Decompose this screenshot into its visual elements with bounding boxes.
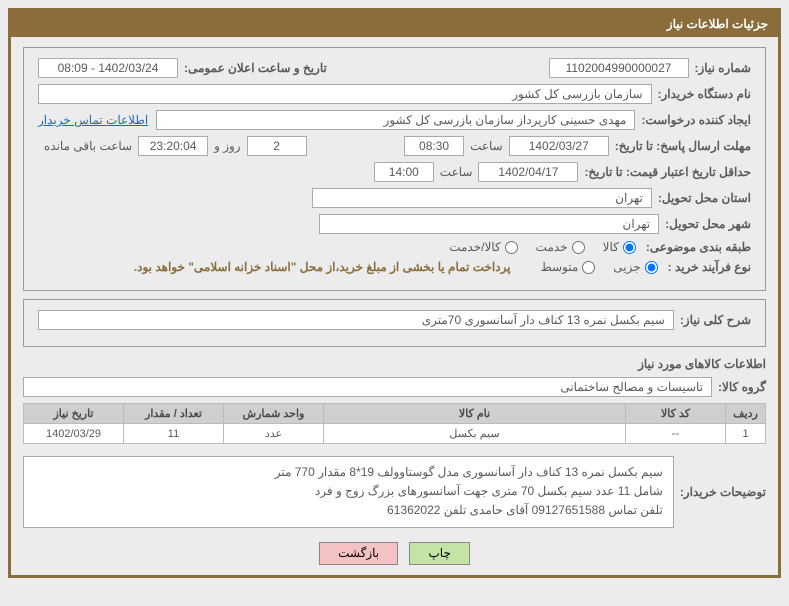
city-label: شهر محل تحویل: [665,217,751,231]
table-header-row: ردیف کد کالا نام کالا واحد شمارش تعداد /… [24,404,766,424]
th-row: ردیف [726,404,766,424]
hour-label-2: ساعت [440,165,473,179]
payment-note: پرداخت تمام یا بخشی از مبلغ خرید،از محل … [134,260,511,274]
radio-medium-input[interactable] [582,261,595,274]
days-value: 2 [247,136,307,156]
row-province: استان محل تحویل: تهران [38,188,751,208]
back-button[interactable]: بازگشت [319,542,398,565]
main-panel: جزئیات اطلاعات نیاز شماره نیاز: 11020049… [8,8,781,578]
summary-box: شرح کلی نیاز: سیم بکسل نمره 13 کناف دار … [23,299,766,347]
announce-label: تاریخ و ساعت اعلان عمومی: [184,61,327,75]
radio-service[interactable]: خدمت [536,240,585,254]
td-unit: عدد [224,424,324,444]
th-code: کد کالا [626,404,726,424]
reply-deadline-label: مهلت ارسال پاسخ: تا تاریخ: [615,139,751,153]
td-date: 1402/03/29 [24,424,124,444]
buyer-desc-line2: شامل 11 عدد سیم بکسل 70 متری جهت آسانسور… [34,482,663,501]
radio-service-input[interactable] [572,241,585,254]
group-label: گروه کالا: [718,380,766,394]
category-label: طبقه بندی موضوعی: [646,240,751,254]
reply-time-value: 08:30 [404,136,464,156]
process-label: نوع فرآیند خرید : [668,260,751,274]
price-valid-label: حداقل تاریخ اعتبار قیمت: تا تاریخ: [584,165,751,179]
td-idx: 1 [726,424,766,444]
row-group: گروه کالا: تاسیسات و مصالح ساختمانی [23,377,766,397]
td-qty: 11 [124,424,224,444]
group-value: تاسیسات و مصالح ساختمانی [23,377,712,397]
summary-label: شرح کلی نیاز: [680,313,751,327]
buyer-org-label: نام دستگاه خریدار: [658,87,752,101]
radio-partial[interactable]: جزیی [613,260,657,274]
reply-date-value: 1402/03/27 [509,136,609,156]
announce-value: 1402/03/24 - 08:09 [38,58,178,78]
td-code: -- [626,424,726,444]
panel-header: جزئیات اطلاعات نیاز [11,11,778,37]
goods-table: ردیف کد کالا نام کالا واحد شمارش تعداد /… [23,403,766,444]
radio-goods-service-input[interactable] [505,241,518,254]
buyer-desc-label: توضیحات خریدار: [680,485,766,499]
row-buyer-org: نام دستگاه خریدار: سازمان بازرسی کل کشور [38,84,751,104]
row-need-no: شماره نیاز: 1102004990000027 تاریخ و ساع… [38,58,751,78]
need-no-label: شماره نیاز: [695,61,751,75]
radio-goods-service[interactable]: کالا/خدمت [449,240,517,254]
row-summary: شرح کلی نیاز: سیم بکسل نمره 13 کناف دار … [38,310,751,330]
row-requester: ایجاد کننده درخواست: مهدی حسینی کارپرداز… [38,110,751,130]
province-label: استان محل تحویل: [658,191,751,205]
radio-goods-input[interactable] [623,241,636,254]
th-date: تاریخ نیاز [24,404,124,424]
province-value: تهران [312,188,652,208]
panel-title: جزئیات اطلاعات نیاز [667,17,768,31]
td-name: سیم بکسل [324,424,626,444]
price-valid-date: 1402/04/17 [478,162,578,182]
buyer-desc-line1: سیم بکسل نمره 13 کناف دار آسانسوری مدل گ… [34,463,663,482]
th-qty: تعداد / مقدار [124,404,224,424]
buyer-desc-box: سیم بکسل نمره 13 کناف دار آسانسوری مدل گ… [23,456,674,528]
buyer-org-value: سازمان بازرسی کل کشور [38,84,652,104]
row-reply-deadline: مهلت ارسال پاسخ: تا تاریخ: 1402/03/27 سا… [38,136,751,156]
hour-label-1: ساعت [470,139,503,153]
radio-medium[interactable]: متوسط [541,260,596,274]
radio-partial-input[interactable] [645,261,658,274]
row-price-valid: حداقل تاریخ اعتبار قیمت: تا تاریخ: 1402/… [38,162,751,182]
button-bar: چاپ بازگشت [23,542,766,565]
buyer-contact-link[interactable]: اطلاعات تماس خریدار [38,113,148,127]
remain-time-value: 23:20:04 [138,136,208,156]
row-process: نوع فرآیند خرید : جزیی متوسط پرداخت تمام… [38,260,751,274]
table-row: 1 -- سیم بکسل عدد 11 1402/03/29 [24,424,766,444]
city-value: تهران [319,214,659,234]
buyer-desc-line3: تلفن تماس 09127651588 آقای حامدی تلفن 61… [34,501,663,520]
th-unit: واحد شمارش [224,404,324,424]
remain-suffix: ساعت باقی مانده [44,139,132,153]
days-and-label: روز و [214,139,241,153]
th-name: نام کالا [324,404,626,424]
panel-content: شماره نیاز: 1102004990000027 تاریخ و ساع… [11,37,778,575]
summary-value: سیم بکسل نمره 13 کناف دار آسانسوری 70متر… [38,310,674,330]
goods-section-title: اطلاعات کالاهای مورد نیاز [23,357,766,371]
need-no-value: 1102004990000027 [549,58,689,78]
print-button[interactable]: چاپ [409,542,469,565]
form-box: شماره نیاز: 1102004990000027 تاریخ و ساع… [23,47,766,291]
row-city: شهر محل تحویل: تهران [38,214,751,234]
radio-goods[interactable]: کالا [603,240,636,254]
price-valid-time: 14:00 [374,162,434,182]
row-category: طبقه بندی موضوعی: کالا خدمت کالا/خدمت [38,240,751,254]
row-buyer-desc: توضیحات خریدار: سیم بکسل نمره 13 کناف دا… [23,452,766,532]
requester-value: مهدی حسینی کارپرداز سازمان بازرسی کل کشو… [156,110,635,130]
requester-label: ایجاد کننده درخواست: [641,113,751,127]
